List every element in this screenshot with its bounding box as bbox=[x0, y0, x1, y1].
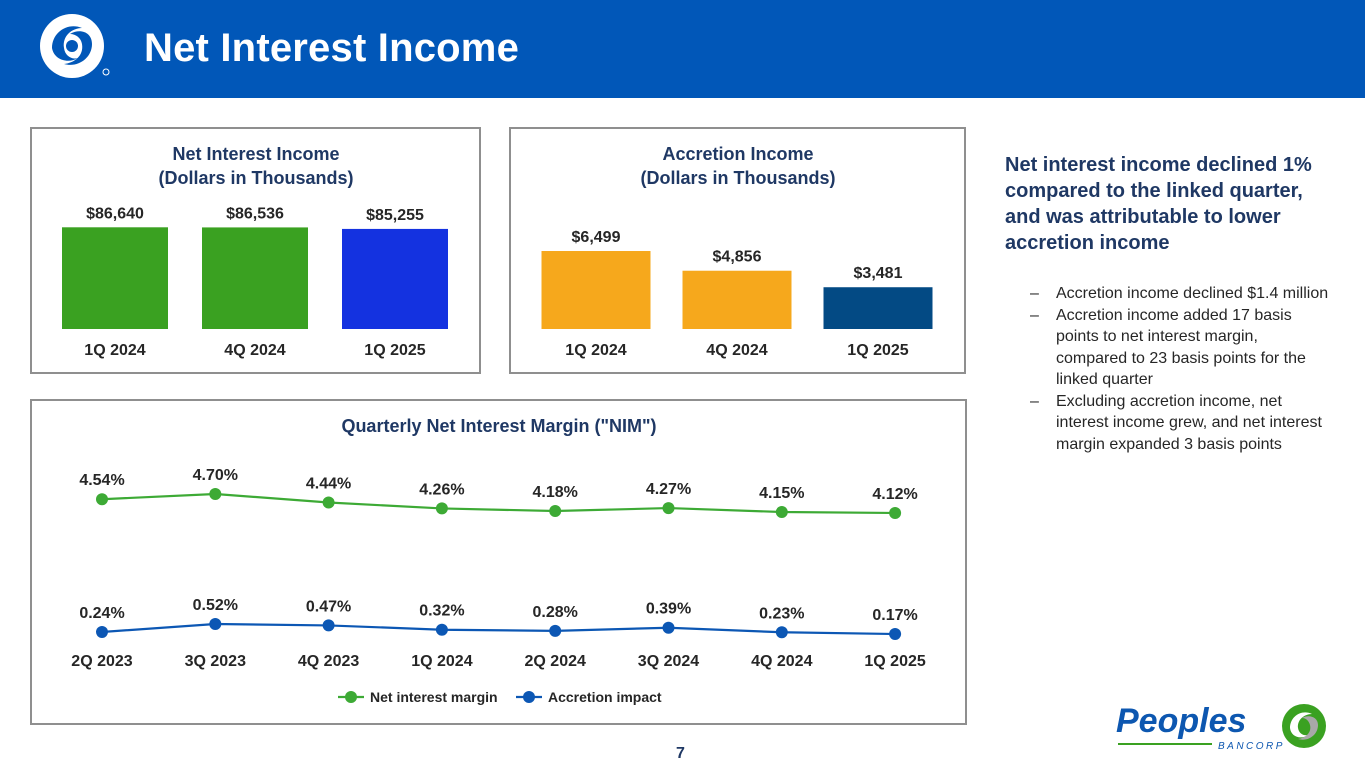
nii-chart-subtitle: (Dollars in Thousands) bbox=[158, 168, 353, 188]
x-tick-label: 1Q 2025 bbox=[864, 653, 925, 670]
x-tick-label: 1Q 2024 bbox=[411, 653, 472, 670]
bullet-dash: – bbox=[1030, 306, 1039, 324]
data-point bbox=[209, 488, 222, 500]
list-item: – Accretion income added 17 basis points … bbox=[1030, 305, 1330, 391]
nii-bar-chart: Net Interest Income (Dollars in Thousand… bbox=[62, 144, 448, 359]
bar-value-label: $3,481 bbox=[854, 265, 903, 282]
nim-line-chart: Quarterly Net Interest Margin ("NIM") 4.… bbox=[71, 416, 926, 705]
bar bbox=[823, 287, 933, 329]
data-point bbox=[889, 507, 902, 519]
point-value-label: 4.12% bbox=[872, 486, 917, 503]
bar bbox=[202, 227, 308, 329]
bar-value-label: $86,536 bbox=[226, 205, 284, 222]
point-value-label: 0.23% bbox=[759, 605, 804, 622]
bullet-text: Accretion income added 17 basis points t… bbox=[1056, 306, 1306, 389]
bullet-dash: – bbox=[1030, 392, 1039, 410]
legend-label: Net interest margin bbox=[370, 689, 498, 705]
x-tick-label: 4Q 2023 bbox=[298, 653, 359, 670]
commentary-heading: Net interest income declined 1% compared… bbox=[1005, 154, 1312, 254]
x-tick-label: 4Q 2024 bbox=[751, 653, 812, 670]
data-point bbox=[96, 626, 108, 638]
point-value-label: 0.17% bbox=[872, 607, 917, 624]
bar bbox=[62, 227, 168, 329]
point-value-label: 0.28% bbox=[533, 604, 578, 621]
nii-chart-panel: Net Interest Income (Dollars in Thousand… bbox=[30, 127, 481, 374]
bullet-text: Accretion income declined $1.4 million bbox=[1056, 285, 1329, 302]
legend-marker bbox=[345, 691, 357, 703]
point-value-label: 0.32% bbox=[419, 603, 464, 620]
legend-marker bbox=[523, 691, 535, 703]
page-title: Net Interest Income bbox=[144, 26, 520, 70]
point-value-label: 4.18% bbox=[533, 484, 578, 501]
brand-name: Peoples bbox=[1116, 702, 1246, 740]
point-value-label: 4.54% bbox=[79, 472, 124, 489]
accretion-chart-panel: Accretion Income (Dollars in Thousands) … bbox=[509, 127, 966, 374]
data-point bbox=[209, 618, 222, 630]
point-value-label: 0.47% bbox=[306, 598, 351, 615]
data-point bbox=[662, 502, 675, 515]
data-point bbox=[322, 496, 335, 509]
legend-label: Accretion impact bbox=[548, 689, 662, 705]
bar-value-label: $6,499 bbox=[572, 229, 621, 246]
list-item: – Accretion income declined $1.4 million bbox=[1030, 283, 1330, 305]
x-tick-label: 2Q 2024 bbox=[525, 653, 586, 670]
data-point bbox=[549, 624, 562, 637]
data-point bbox=[775, 626, 788, 639]
point-value-label: 0.24% bbox=[79, 605, 124, 622]
nim-chart-title: Quarterly Net Interest Margin ("NIM") bbox=[341, 416, 656, 436]
data-point bbox=[549, 505, 562, 518]
list-item: – Excluding accretion income, net interes… bbox=[1030, 391, 1330, 456]
point-value-label: 4.70% bbox=[193, 467, 238, 484]
x-tick-label: 3Q 2024 bbox=[638, 653, 699, 670]
data-point bbox=[322, 619, 335, 632]
accretion-chart-subtitle: (Dollars in Thousands) bbox=[640, 168, 835, 188]
x-tick-label: 4Q 2024 bbox=[706, 342, 767, 359]
series-line bbox=[101, 492, 896, 515]
bar bbox=[342, 228, 448, 329]
bar bbox=[682, 270, 792, 329]
point-value-label: 4.44% bbox=[306, 476, 351, 493]
x-tick-label: 1Q 2025 bbox=[364, 342, 425, 359]
accretion-bar-chart: Accretion Income (Dollars in Thousands) … bbox=[541, 144, 933, 359]
x-tick-label: 1Q 2024 bbox=[84, 342, 145, 359]
brand-sub: BANCORP bbox=[1218, 741, 1285, 752]
page-number: 7 bbox=[676, 745, 685, 762]
series-line bbox=[101, 622, 896, 636]
data-point bbox=[435, 623, 448, 636]
point-value-label: 0.39% bbox=[646, 601, 691, 618]
peoples-swirl-logo-icon bbox=[40, 14, 110, 78]
x-tick-label: 2Q 2023 bbox=[71, 653, 132, 670]
peoples-bancorp-logo: Peoples BANCORP bbox=[1116, 702, 1326, 752]
bullet-text: Excluding accretion income, net interest… bbox=[1056, 392, 1322, 453]
commentary-bullets: – Accretion income declined $1.4 million … bbox=[1030, 283, 1330, 455]
data-point bbox=[889, 628, 902, 640]
point-value-label: 4.26% bbox=[419, 481, 464, 498]
header-bar: Net Interest Income bbox=[0, 0, 1365, 98]
point-value-label: 4.27% bbox=[646, 481, 691, 498]
nii-chart-title: Net Interest Income bbox=[172, 144, 339, 164]
data-point bbox=[775, 506, 788, 519]
bar-value-label: $85,255 bbox=[366, 207, 424, 224]
data-point bbox=[96, 493, 108, 506]
x-tick-label: 1Q 2024 bbox=[565, 342, 626, 359]
bar-value-label: $86,640 bbox=[86, 205, 144, 222]
x-tick-label: 1Q 2025 bbox=[847, 342, 908, 359]
point-value-label: 0.52% bbox=[193, 597, 238, 614]
bullet-dash: – bbox=[1030, 285, 1039, 302]
bar-value-label: $4,856 bbox=[713, 249, 762, 266]
point-value-label: 4.15% bbox=[759, 485, 804, 502]
accretion-chart-title: Accretion Income bbox=[662, 144, 813, 164]
data-point bbox=[435, 502, 448, 515]
x-tick-label: 4Q 2024 bbox=[224, 342, 285, 359]
x-tick-label: 3Q 2023 bbox=[185, 653, 246, 670]
bar bbox=[541, 251, 651, 329]
data-point bbox=[662, 621, 675, 634]
peoples-swirl-logo-icon bbox=[1282, 704, 1326, 748]
nim-chart-panel: Quarterly Net Interest Margin ("NIM") 4.… bbox=[30, 399, 967, 725]
